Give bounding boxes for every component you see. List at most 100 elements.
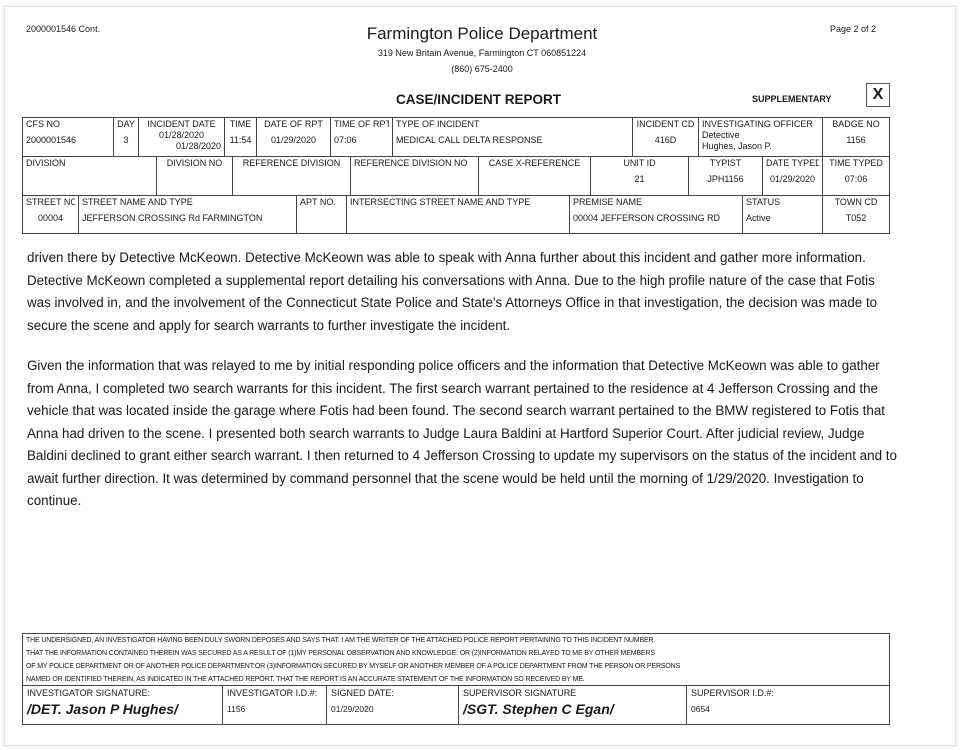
signed-date-cell: SIGNED DATE: 01/29/2020 bbox=[327, 686, 459, 724]
table-cell: INVESTIGATING OFFICER Detective Hughes, Ja… bbox=[699, 118, 823, 156]
narrative-paragraph: Given the information that was relayed t… bbox=[27, 358, 897, 508]
oath-line: THE UNDERSIGNED, AN INVESTIGATOR HAVING … bbox=[26, 637, 656, 644]
page-number: Page 2 of 2 bbox=[830, 24, 877, 34]
table-cell: DATE TYPED 01/29/2020 bbox=[763, 157, 823, 195]
table-cell: CASE X-REFERENCE bbox=[479, 157, 591, 195]
cell-value: 11:54 bbox=[229, 135, 252, 145]
supplementary-checkbox: X bbox=[866, 83, 890, 107]
table-cell: TIME OF RPT 07:06 bbox=[331, 118, 393, 156]
cell-value: 07:06 bbox=[844, 174, 868, 184]
cell-value: 2000001546 bbox=[26, 135, 77, 145]
cell-value: 416D bbox=[654, 135, 677, 145]
label: INVESTIGATOR I.D.#: bbox=[227, 688, 318, 698]
label: SUPERVISOR I.D.#: bbox=[691, 688, 774, 698]
cell-value: Active bbox=[746, 213, 771, 223]
cell-label: CASE X-REFERENCE bbox=[488, 158, 581, 168]
cell-value: JPH1156 bbox=[707, 174, 744, 184]
table-cell: DATE OF RPT 01/29/2020 bbox=[257, 118, 331, 156]
cell-label: BADGE NO bbox=[832, 119, 880, 129]
cell-label: TYPE OF INCIDENT bbox=[396, 119, 480, 129]
table-row: CFS NO 2000001546 DAY 3 INCIDENT DATE 01/28/2… bbox=[23, 118, 889, 157]
supervisor-signature-cell: SUPERVISOR SIGNATURE/SGT. Stephen C Egan… bbox=[459, 686, 687, 724]
department-phone: (860) 675-2400 bbox=[451, 64, 513, 74]
signed-date: 01/29/2020 bbox=[331, 704, 374, 714]
cell-value: MEDICAL CALL DELTA RESPONSE bbox=[396, 135, 543, 145]
signature-row: INVESTIGATOR SIGNATURE: /DET. Jason P Hug… bbox=[23, 686, 889, 724]
table-cell: APT NO. bbox=[297, 196, 347, 233]
cell-label: INCIDENT CD bbox=[636, 119, 695, 129]
report-type: SUPPLEMENTARY bbox=[752, 94, 832, 104]
cell-label: DIVISION NO bbox=[166, 158, 223, 168]
cell-value: 01/29/2020 bbox=[270, 135, 317, 145]
cell-value: 1156 bbox=[846, 135, 866, 145]
cell-value: 01/28/2020 bbox=[158, 130, 205, 140]
table-row: STREET NO 00004 STREET NAME AND TYPE JEFFER… bbox=[23, 196, 889, 233]
cell-value: 3 bbox=[123, 135, 129, 145]
cell-value: 01/28/2020 bbox=[175, 141, 221, 151]
report-title: CASE/INCIDENT REPORT bbox=[396, 92, 562, 107]
cell-value: Detective bbox=[702, 130, 740, 140]
supervisor-signature: /SGT. Stephen C Egan/ bbox=[463, 701, 614, 717]
cell-label: TIME bbox=[229, 119, 252, 129]
table-cell: STREET NAME AND TYPE JEFFERSON CROSSING R… bbox=[79, 196, 297, 233]
cell-value: Hughes, Jason P. bbox=[702, 141, 772, 151]
cell-label: PREMISE NAME bbox=[573, 197, 643, 207]
cell-label: REFERENCE DIVISION NO bbox=[354, 158, 468, 168]
table-cell: PREMISE NAME 00004 JEFFERSON CROSSING RD bbox=[570, 196, 743, 233]
cell-label: INVESTIGATING OFFICER bbox=[702, 119, 813, 129]
cell-label: DATE TYPED bbox=[766, 158, 819, 168]
cell-label: TOWN CD bbox=[834, 197, 878, 207]
cell-label: TIME TYPED bbox=[829, 158, 883, 168]
table-cell: TYPIST JPH1156 bbox=[689, 157, 763, 195]
cell-label: STREET NAME AND TYPE bbox=[82, 197, 193, 207]
table-cell: INCIDENT DATE 01/28/2020 01/28/2020 bbox=[139, 118, 225, 156]
cell-label: DAY bbox=[117, 119, 135, 129]
document-page bbox=[4, 6, 956, 746]
table-cell: TYPE OF INCIDENT MEDICAL CALL DELTA RESPO… bbox=[393, 118, 633, 156]
investigator-id: 1156 bbox=[227, 704, 246, 714]
cell-value: 21 bbox=[634, 174, 645, 184]
cell-label: APT NO. bbox=[300, 197, 336, 207]
table-cell: DIVISION bbox=[23, 157, 157, 195]
investigator-signature: /DET. Jason P Hughes/ bbox=[27, 701, 178, 717]
supervisor-id-cell: SUPERVISOR I.D.#: 0654 bbox=[687, 686, 889, 724]
cell-label: STREET NO bbox=[26, 197, 75, 207]
table-cell: TOWN CD T052 bbox=[823, 196, 889, 233]
oath-line: NAMED OR IDENTIFIED THEREIN, AS INDICATE… bbox=[26, 676, 585, 683]
oath-line: THAT THE INFORMATION CONTAINED THEREIN W… bbox=[26, 650, 655, 657]
table-cell: DAY 3 bbox=[114, 118, 139, 156]
incident-info-table: CFS NO 2000001546 DAY 3 INCIDENT DATE 01/28/2… bbox=[22, 117, 890, 234]
table-cell: CFS NO 2000001546 bbox=[23, 118, 114, 156]
table-cell: TIME TYPED 07:06 bbox=[823, 157, 889, 195]
table-cell: REFERENCE DIVISION NO bbox=[351, 157, 479, 195]
cell-label: DATE OF RPT bbox=[264, 119, 323, 129]
table-cell: REFERENCE DIVISION bbox=[233, 157, 351, 195]
narrative-paragraph: driven there by Detective McKeown. Detec… bbox=[27, 250, 878, 333]
label: SUPERVISOR SIGNATURE bbox=[463, 688, 577, 698]
table-cell: STATUS Active bbox=[743, 196, 823, 233]
table-row: DIVISION DIVISION NO REFERENCE DIVISION REF… bbox=[23, 157, 889, 196]
sworn-statement-box: THE UNDERSIGNED, AN INVESTIGATOR HAVING … bbox=[22, 633, 890, 725]
table-cell: TIME 11:54 bbox=[225, 118, 257, 156]
table-cell: INTERSECTING STREET NAME AND TYPE bbox=[347, 196, 570, 233]
table-cell: STREET NO 00004 bbox=[23, 196, 79, 233]
table-cell: UNIT ID 21 bbox=[591, 157, 689, 195]
cell-value: 07:06 bbox=[334, 135, 357, 145]
cell-label: TIME OF RPT bbox=[334, 119, 389, 129]
cell-value: 00004 bbox=[37, 213, 64, 223]
cell-label: INTERSECTING STREET NAME AND TYPE bbox=[350, 197, 531, 207]
cell-label: CFS NO bbox=[26, 119, 61, 129]
table-cell: DIVISION NO bbox=[157, 157, 233, 195]
cell-label: REFERENCE DIVISION bbox=[242, 158, 341, 168]
label: SIGNED DATE: bbox=[331, 688, 394, 698]
cell-label: DIVISION bbox=[26, 158, 66, 168]
cell-label: STATUS bbox=[746, 197, 781, 207]
cell-label: TYPIST bbox=[709, 158, 742, 168]
investigator-signature-cell: INVESTIGATOR SIGNATURE: /DET. Jason P Hug… bbox=[23, 686, 223, 724]
table-cell: INCIDENT CD 416D bbox=[633, 118, 699, 156]
case-number-cont: 2000001546 Cont. bbox=[26, 24, 101, 34]
department-address: 319 New Britain Avenue, Farmington CT 06… bbox=[377, 48, 587, 58]
investigator-id-cell: INVESTIGATOR I.D.#: 1156 bbox=[223, 686, 327, 724]
department-name: Farmington Police Department bbox=[366, 24, 598, 43]
label: INVESTIGATOR SIGNATURE: bbox=[27, 688, 151, 698]
